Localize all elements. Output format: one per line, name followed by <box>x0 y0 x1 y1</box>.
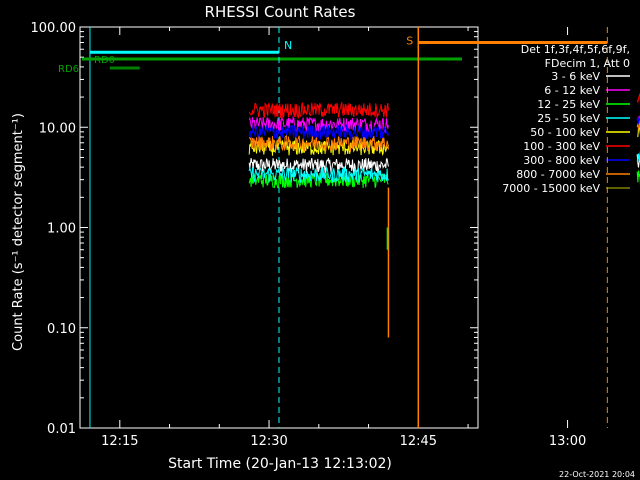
y-axis-label: Count Rate (s⁻¹ detector segment⁻¹) <box>11 113 26 351</box>
night-label: N <box>284 39 292 52</box>
x-axis-label: Start Time (20-Jan-13 12:13:02) <box>168 456 392 472</box>
timestamp: 22-Oct-2021 20:04 <box>559 470 635 479</box>
series-12-25keV <box>248 170 640 189</box>
series-line <box>248 157 389 174</box>
series-25-50keV <box>248 150 640 185</box>
legend-label: 12 - 25 keV <box>537 98 600 111</box>
rd6-label: RD6 <box>58 64 79 75</box>
x-tick-label: 12:15 <box>101 434 138 449</box>
legend-label: 7000 - 15000 keV <box>502 182 600 195</box>
rd0-label: RD0 <box>94 55 115 66</box>
axes: 12:1512:3012:4513:0013:1513:3013:450.010… <box>31 21 587 449</box>
legend-header-line-2: FDecim 1, Att 0 <box>545 57 630 70</box>
series-800-7000keV <box>248 122 640 153</box>
series-line <box>248 101 389 119</box>
y-tick-label: 100.00 <box>31 21 77 36</box>
legend-label: 50 - 100 keV <box>530 126 600 139</box>
legend-label: 3 - 6 keV <box>551 70 600 83</box>
series-100-300keV <box>248 93 640 119</box>
legend-label: 300 - 800 keV <box>523 154 600 167</box>
x-tick-label: 13:00 <box>549 434 586 449</box>
legend-label: 6 - 12 keV <box>544 84 600 97</box>
y-tick-label: 10.00 <box>39 121 76 136</box>
legend-header-line-1: Det 1f,3f,4f,5f,6f,9f, <box>521 43 630 56</box>
x-tick-label: 12:45 <box>400 434 437 449</box>
legend-label: 800 - 7000 keV <box>516 168 600 181</box>
y-tick-label: 0.10 <box>47 322 76 337</box>
series-300-800keV <box>248 111 640 142</box>
x-tick-label: 12:30 <box>250 434 287 449</box>
series-50-100keV <box>248 125 640 156</box>
series-3-6keV <box>248 153 640 174</box>
series-line <box>248 115 389 134</box>
series-line <box>248 171 389 189</box>
series-group <box>248 93 640 338</box>
series-line <box>248 123 389 142</box>
y-tick-label: 1.00 <box>47 222 76 237</box>
legend: Det 1f,3f,4f,5f,6f,9f, FDecim 1, Att 0 3… <box>502 43 630 195</box>
annotations: N S RD0 RD6 <box>58 27 608 428</box>
series-line <box>248 134 389 153</box>
y-tick-label: 0.01 <box>47 422 76 437</box>
legend-label: 25 - 50 keV <box>537 112 600 125</box>
series-line <box>248 139 389 156</box>
chart-title: RHESSI Count Rates <box>205 3 356 21</box>
saa-label: S <box>406 35 413 48</box>
series-6-12keV <box>248 115 640 134</box>
legend-label: 100 - 300 keV <box>523 140 600 153</box>
series-line <box>248 166 389 185</box>
